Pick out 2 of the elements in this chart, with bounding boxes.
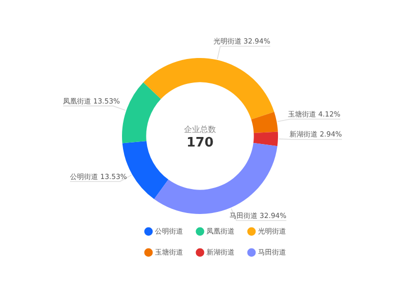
text: 企业总数	[184, 125, 216, 134]
text: 170	[186, 135, 214, 150]
